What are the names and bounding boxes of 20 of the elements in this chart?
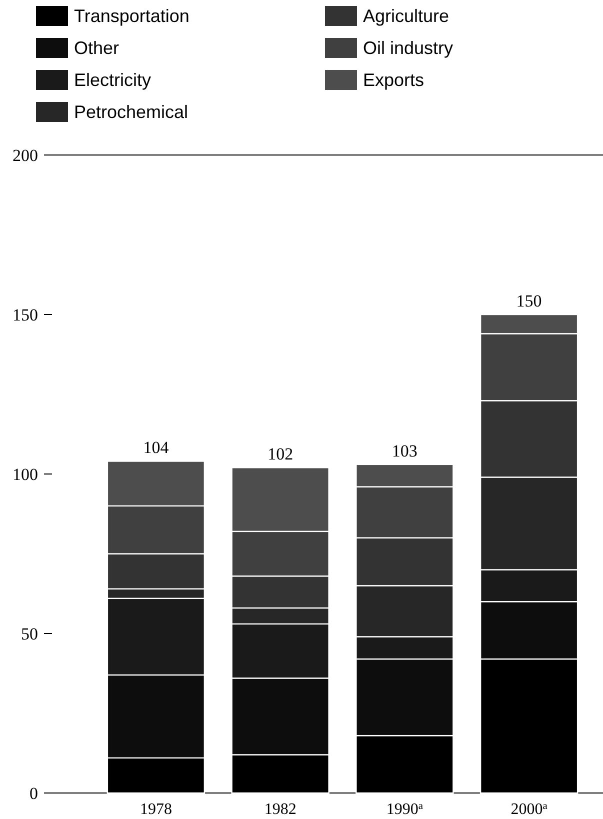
- y-tick-label: 150: [12, 305, 38, 324]
- total-label: 102: [268, 444, 294, 464]
- x-tick-label: 1978: [140, 801, 172, 818]
- legend-label: Electricity: [74, 70, 152, 90]
- y-tick-label: 0: [30, 784, 38, 803]
- total-label: 150: [516, 292, 542, 310]
- legend-label: Transportation: [74, 6, 190, 26]
- x-tick-label: 1990$^{a}$: [386, 800, 424, 818]
- x-tick-label: 2000$^{a}$: [510, 800, 548, 818]
- legend-label: Oil industry: [363, 38, 454, 58]
- legend-label: Petrochemical: [74, 102, 188, 122]
- y-tick-label: 50: [21, 624, 38, 644]
- legend-label: Exports: [363, 70, 424, 90]
- legend-label: Other: [74, 38, 120, 58]
- y-tick-label: 100: [12, 464, 38, 484]
- y-tick-label: 200: [12, 146, 38, 165]
- total-label: 104: [143, 438, 170, 458]
- total-label: 103: [392, 441, 418, 460]
- legend-label: Agriculture: [363, 6, 450, 26]
- x-tick-label: 1982: [264, 801, 296, 818]
